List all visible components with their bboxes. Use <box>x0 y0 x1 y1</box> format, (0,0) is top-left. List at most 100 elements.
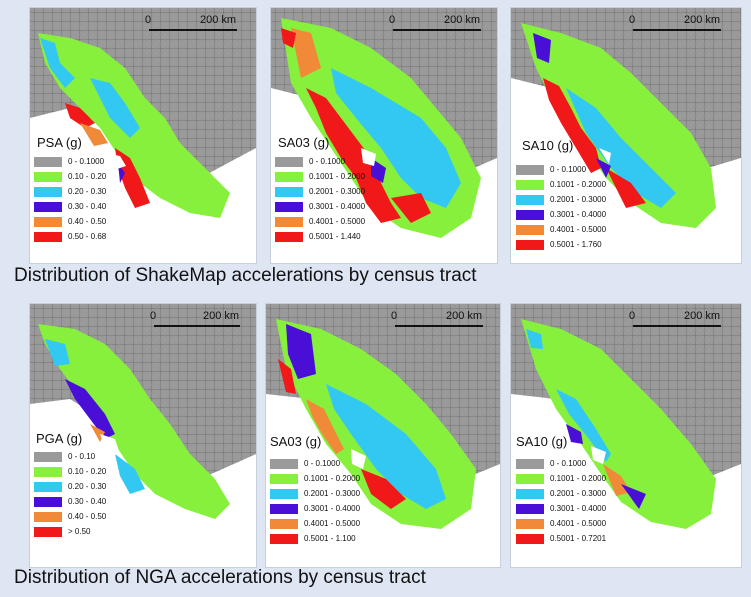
legend-label: 0.4001 - 0.5000 <box>309 217 366 226</box>
legend-swatch <box>275 172 303 182</box>
legend-title: PGA (g) <box>36 431 83 446</box>
scale-label: 200 km <box>684 14 721 26</box>
legend-label: 0.20 - 0.30 <box>68 187 107 196</box>
legend-swatch <box>516 504 544 514</box>
legend-swatch <box>275 202 303 212</box>
legend-swatch <box>34 202 62 212</box>
map-panel-sa03-shakemap: 0 200 km SA03 (g) 0 - 0.1000 0.1001 - 0.2… <box>270 7 498 264</box>
scale-label: 200 km <box>203 310 240 322</box>
legend-swatch <box>34 217 62 227</box>
legend-label: 0.4001 - 0.5000 <box>550 519 607 528</box>
legend-label: 0.50 - 0.68 <box>68 232 107 241</box>
legend-swatch <box>270 504 298 514</box>
scale-zero: 0 <box>389 14 396 26</box>
scale-zero: 0 <box>629 310 636 322</box>
legend-label: 0.1001 - 0.2000 <box>304 474 361 483</box>
legend-label: 0.1001 - 0.2000 <box>550 474 607 483</box>
caption-nga: Distribution of NGA accelerations by cen… <box>14 567 426 588</box>
map-panel-sa10-shakemap: 0 200 km SA10 (g) 0 - 0.1000 0.1001 - 0.2… <box>510 7 742 264</box>
scale-zero: 0 <box>629 14 636 26</box>
sa03-shakemap-map <box>271 8 497 238</box>
legend-label: 0.30 - 0.40 <box>68 497 107 506</box>
legend-label: 0.10 - 0.20 <box>68 172 107 181</box>
legend-label: 0 - 0.1000 <box>68 157 105 166</box>
scale-line <box>395 325 483 327</box>
scale-zero: 0 <box>391 310 398 322</box>
scale-label: 200 km <box>446 310 483 322</box>
legend-swatch <box>516 225 544 235</box>
legend-label: 0.3001 - 0.4000 <box>550 210 607 219</box>
legend-swatch <box>516 165 544 175</box>
legend-label: 0.30 - 0.40 <box>68 202 107 211</box>
legend-swatch <box>516 519 544 529</box>
legend-swatch <box>516 240 544 250</box>
scale-label: 200 km <box>444 14 481 26</box>
legend-swatch <box>34 187 62 197</box>
legend-swatch <box>516 474 544 484</box>
legend-label: 0.3001 - 0.4000 <box>304 504 361 513</box>
scale-label: 200 km <box>200 14 237 26</box>
legend-label: 0.3001 - 0.4000 <box>309 202 366 211</box>
legend-swatch <box>34 467 62 477</box>
legend-label: 0.4001 - 0.5000 <box>550 225 607 234</box>
legend-label: 0.5001 - 0.7201 <box>550 534 607 543</box>
legend-label: 0.3001 - 0.4000 <box>550 504 607 513</box>
legend-swatch <box>34 527 62 537</box>
scale-zero: 0 <box>145 14 152 26</box>
map-panel-psa: 0 200 km PSA (g) 0 - 0.1000 0.10 - 0.20 0.… <box>29 7 257 264</box>
legend-swatch <box>275 217 303 227</box>
legend-swatch <box>270 489 298 499</box>
legend-label: 0 - 0.1000 <box>304 459 341 468</box>
legend-swatch <box>34 482 62 492</box>
legend-swatch <box>275 187 303 197</box>
pga-map <box>30 304 256 519</box>
legend-swatch <box>34 157 62 167</box>
legend-label: > 0.50 <box>68 527 91 536</box>
legend-swatch <box>275 157 303 167</box>
map-panel-sa10-nga: 0 200 km SA10 (g) 0 - 0.1000 0.1001 - 0.2… <box>510 303 742 568</box>
scale-line <box>633 29 721 31</box>
legend-swatch <box>516 195 544 205</box>
sa10-nga-map <box>511 304 741 529</box>
legend-label: 0 - 0.1000 <box>550 459 587 468</box>
legend-swatch <box>516 180 544 190</box>
legend-swatch <box>34 497 62 507</box>
legend-title: SA03 (g) <box>278 135 330 150</box>
legend-label: 0.4001 - 0.5000 <box>304 519 361 528</box>
caption-shakemap: Distribution of ShakeMap accelerations b… <box>14 265 477 286</box>
legend-label: 0.20 - 0.30 <box>68 482 107 491</box>
legend-label: 0.5001 - 1.100 <box>304 534 356 543</box>
legend-label: 0.1001 - 0.2000 <box>309 172 366 181</box>
legend-label: 0 - 0.1000 <box>550 165 587 174</box>
legend-swatch <box>516 210 544 220</box>
legend-label: 0 - 0.1000 <box>309 157 346 166</box>
sa10-shakemap-map <box>511 8 741 228</box>
legend-swatch <box>270 534 298 544</box>
legend-label: 0.40 - 0.50 <box>68 512 107 521</box>
legend-label: 0 - 0.10 <box>68 452 96 461</box>
scale-line <box>393 29 481 31</box>
legend-title: SA03 (g) <box>270 434 322 449</box>
legend-label: 0.40 - 0.50 <box>68 217 107 226</box>
scale-label: 200 km <box>684 310 721 322</box>
legend-swatch <box>270 459 298 469</box>
scale-line <box>149 29 237 31</box>
legend-swatch <box>34 172 62 182</box>
scale-line <box>633 325 721 327</box>
sa03-nga-map <box>266 304 500 529</box>
psa-map <box>30 8 256 218</box>
legend-label: 0.2001 - 0.3000 <box>309 187 366 196</box>
scale-zero: 0 <box>150 310 157 322</box>
legend-swatch <box>270 474 298 484</box>
legend-swatch <box>34 512 62 522</box>
legend-swatch <box>516 459 544 469</box>
legend-label: 0.2001 - 0.3000 <box>550 195 607 204</box>
legend-swatch <box>270 519 298 529</box>
legend-label: 0.2001 - 0.3000 <box>304 489 361 498</box>
legend-swatch <box>516 489 544 499</box>
legend-title: SA10 (g) <box>516 434 568 449</box>
legend-label: 0.1001 - 0.2000 <box>550 180 607 189</box>
legend-swatch <box>34 452 62 462</box>
legend-title: PSA (g) <box>37 135 82 150</box>
legend-label: 0.5001 - 1.440 <box>309 232 361 241</box>
